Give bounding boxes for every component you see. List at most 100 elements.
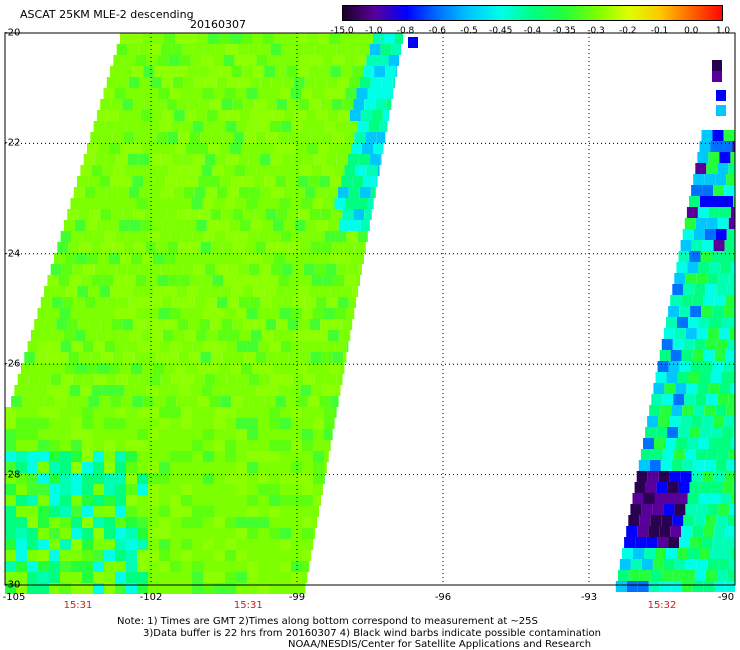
data-cell <box>258 550 269 561</box>
data-cell <box>279 88 291 99</box>
data-cell <box>329 33 340 44</box>
data-cell <box>192 561 203 572</box>
data-cell <box>219 33 230 44</box>
data-cell <box>236 561 247 572</box>
data-cell <box>172 297 184 308</box>
data-cell <box>362 253 364 264</box>
data-cell <box>341 286 353 297</box>
data-cell <box>291 231 303 242</box>
data-cell <box>156 242 168 253</box>
data-cell <box>105 264 117 275</box>
data-cell <box>134 242 146 253</box>
data-cell <box>680 240 692 251</box>
data-cell <box>308 286 320 297</box>
data-cell <box>364 99 376 110</box>
data-cell <box>702 185 714 196</box>
data-cell <box>140 220 152 231</box>
data-cell <box>313 451 324 462</box>
data-cell <box>49 429 60 440</box>
data-cell <box>197 143 208 154</box>
data-cell <box>126 484 137 495</box>
data-cell <box>281 44 293 55</box>
data-cell <box>245 165 257 176</box>
data-cell <box>143 66 155 77</box>
data-cell <box>733 196 735 207</box>
data-cell <box>654 493 666 504</box>
data-cell <box>700 482 712 493</box>
data-cell <box>16 561 27 572</box>
data-cell <box>49 462 60 473</box>
lon-label: -99 <box>288 592 306 603</box>
data-cell <box>137 539 148 550</box>
data-cell <box>233 352 245 363</box>
data-cell <box>104 561 115 572</box>
data-cell <box>159 121 171 132</box>
data-cell <box>713 471 725 482</box>
data-cell <box>313 473 324 484</box>
data-cell <box>48 308 60 319</box>
data-cell <box>78 319 90 330</box>
data-cell <box>263 363 274 374</box>
data-cell <box>82 418 93 429</box>
data-cell <box>192 539 203 550</box>
data-cell <box>27 550 38 561</box>
data-cell <box>699 548 710 559</box>
data-cell <box>70 308 82 319</box>
data-cell <box>271 187 283 198</box>
data-cell <box>634 482 646 493</box>
data-cell <box>210 99 222 110</box>
data-cell <box>89 209 101 220</box>
data-cell <box>190 55 202 66</box>
data-cell <box>82 583 93 594</box>
data-cell <box>260 187 272 198</box>
data-cell <box>147 198 159 209</box>
data-cell <box>94 374 106 385</box>
data-cell <box>291 473 302 484</box>
data-cell <box>54 253 65 264</box>
data-cell <box>203 583 214 594</box>
data-cell <box>323 308 335 319</box>
data-cell <box>729 504 735 515</box>
data-cell <box>352 66 364 77</box>
data-cell <box>60 418 71 429</box>
data-cell <box>673 449 685 460</box>
data-cell <box>265 319 277 330</box>
data-cell <box>214 550 225 561</box>
data-cell <box>235 308 247 319</box>
data-cell <box>219 363 230 374</box>
data-cell <box>280 539 291 550</box>
data-cell <box>151 330 163 341</box>
data-cell <box>230 143 241 154</box>
data-cell <box>203 550 214 561</box>
data-cell <box>60 539 71 550</box>
data-cell <box>170 451 181 462</box>
data-cell <box>103 308 115 319</box>
data-cell <box>122 99 134 110</box>
data-cell <box>703 350 715 361</box>
data-cell <box>225 341 237 352</box>
data-cell <box>720 438 731 449</box>
data-cell <box>236 572 247 583</box>
data-cell <box>49 506 60 517</box>
data-cell <box>197 253 208 264</box>
data-cell <box>280 440 291 451</box>
data-cell <box>202 308 214 319</box>
data-cell <box>285 33 296 44</box>
data-cell <box>83 154 95 165</box>
data-cell <box>255 132 267 143</box>
data-cell <box>133 99 145 110</box>
data-cell <box>209 396 221 407</box>
data-cell <box>692 581 704 592</box>
data-cell <box>705 515 717 526</box>
data-cell <box>713 240 725 251</box>
data-cell <box>189 352 201 363</box>
data-cell <box>183 297 195 308</box>
data-cell <box>74 330 86 341</box>
data-cell <box>192 462 203 473</box>
data-cell <box>296 363 307 374</box>
data-cell <box>349 110 361 121</box>
data-cell <box>116 154 128 165</box>
data-cell <box>727 339 735 350</box>
data-cell <box>93 473 104 484</box>
data-cell <box>731 493 735 504</box>
